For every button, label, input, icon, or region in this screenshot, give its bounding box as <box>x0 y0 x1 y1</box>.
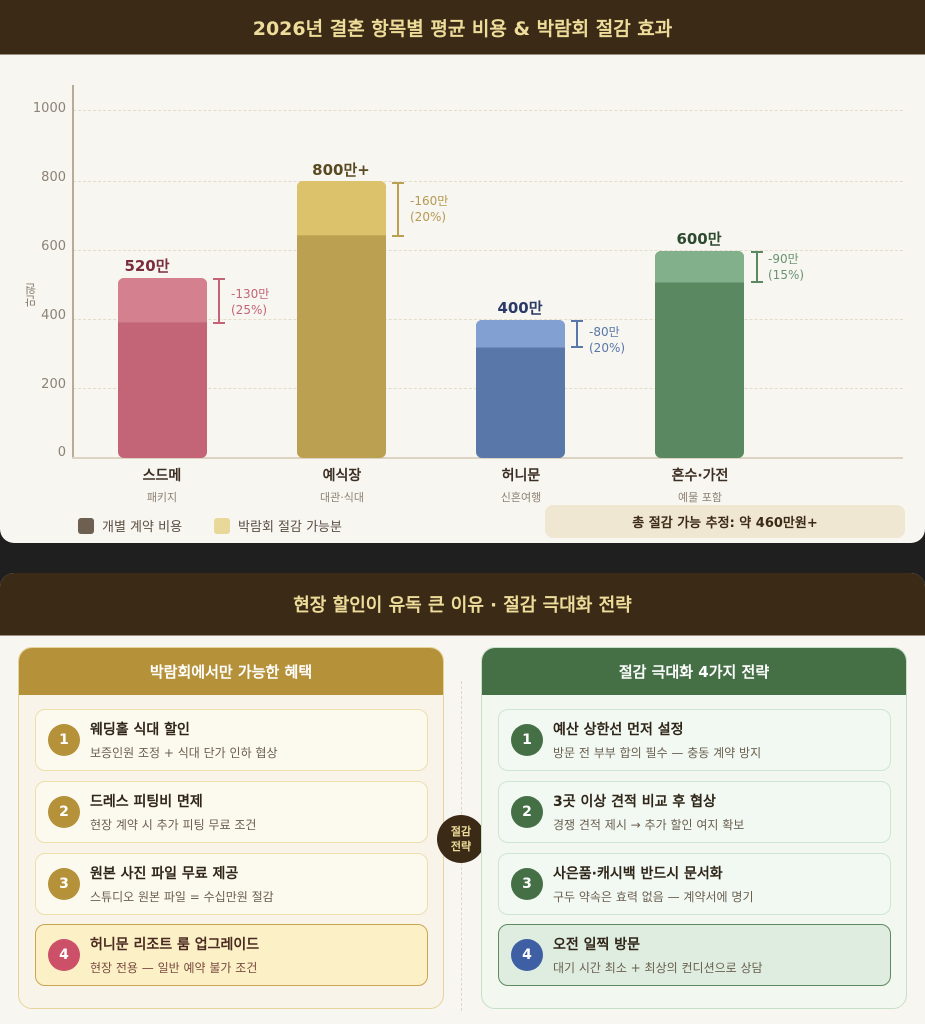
bar-savings-segment <box>118 278 207 323</box>
savings-label: -130만 (25%) <box>231 287 270 317</box>
number-badge: 3 <box>48 868 80 900</box>
bar-value-label: 600만 <box>676 230 722 248</box>
strategy-item-highlight: 4 오전 일찍 방문 대기 시간 최소 + 최상의 컨디션으로 상담 <box>498 924 891 986</box>
y-axis <box>72 85 74 458</box>
savings-label: -160만 (20%) <box>410 194 449 224</box>
strategy-item: 1 예산 상한선 먼저 설정 방문 전 부부 합의 필수 — 충동 계약 방지 <box>498 709 891 771</box>
benefits-panel: 박람회에서만 가능한 혜택 1 웨딩홀 식대 할인 보증인원 조정 + 식대 단가… <box>18 647 444 1009</box>
strategy-item: 3 사은품·캐시백 반드시 문서화 구두 약속은 효력 없음 — 계약서에 명기 <box>498 853 891 915</box>
strategy-hub-badge: 절감 전략 <box>437 815 485 863</box>
y-tick-200: 200 <box>41 377 66 392</box>
bar-value-label: 800만+ <box>312 161 370 179</box>
total-savings-badge: 총 절감 가능 추정: 약 460만원+ <box>545 505 905 538</box>
strategies-panel-title: 절감 극대화 4가지 전략 <box>482 648 906 695</box>
legend-item-individual: 개별 계약 비용 <box>78 516 182 535</box>
gridline <box>73 110 903 111</box>
legend-item-savings: 박람회 절감 가능분 <box>214 516 342 535</box>
strategy-item: 2 3곳 이상 견적 비교 후 협상 경쟁 견적 제시 → 추가 할인 여지 확보 <box>498 781 891 843</box>
savings-bracket-icon <box>213 278 225 324</box>
number-badge: 4 <box>48 939 80 971</box>
y-tick-1000: 1000 <box>32 101 66 116</box>
number-badge: 1 <box>511 724 543 756</box>
y-tick-800: 800 <box>41 170 66 185</box>
benefit-item: 2 드레스 피팅비 면제 현장 계약 시 추가 피팅 무료 조건 <box>35 781 428 843</box>
bar-honeymoon[interactable] <box>476 320 565 458</box>
chart-legend: 개별 계약 비용 박람회 절감 가능분 <box>78 516 374 535</box>
strategy-card: 현장 할인이 유독 큰 이유 · 절감 극대화 전략 박람회에서만 가능한 혜택… <box>0 573 925 1024</box>
bar-appliances[interactable] <box>655 251 744 458</box>
strategy-title: 현장 할인이 유독 큰 이유 · 절감 극대화 전략 <box>0 573 925 636</box>
number-badge: 2 <box>48 796 80 828</box>
savings-bracket-icon <box>751 251 763 283</box>
savings-bracket-icon <box>571 320 583 348</box>
category-label: 스드메 패키지 <box>142 468 182 504</box>
category-label: 허니문 신혼여행 <box>500 468 542 504</box>
bar-savings-segment <box>476 320 565 348</box>
category-label: 예식장 대관·식대 <box>320 468 364 504</box>
bar-savings-segment <box>655 251 744 283</box>
gridline <box>73 250 903 251</box>
number-badge: 1 <box>48 724 80 756</box>
chart-title: 2026년 결혼 항목별 평균 비용 & 박람회 절감 효과 <box>0 0 925 55</box>
y-tick-600: 600 <box>41 239 66 254</box>
y-tick-400: 400 <box>41 308 66 323</box>
legend-swatch <box>214 517 231 534</box>
y-axis-label: 만원 <box>24 283 38 307</box>
bar-value-label: 400만 <box>497 299 543 317</box>
benefit-item: 3 원본 사진 파일 무료 제공 스튜디오 원본 파일 = 수십만원 절감 <box>35 853 428 915</box>
savings-label: -80만 (20%) <box>589 325 626 355</box>
bar-chart: 1000 800 600 400 200 0 만원 520만 -130만 (25… <box>0 55 925 543</box>
legend-swatch <box>78 517 94 534</box>
benefit-item-highlight: 4 허니문 리조트 룸 업그레이드 현장 전용 — 일반 예약 불가 조건 <box>35 924 428 986</box>
bar-sdm[interactable] <box>118 278 207 458</box>
number-badge: 2 <box>511 796 543 828</box>
strategies-panel: 절감 극대화 4가지 전략 1 예산 상한선 먼저 설정 방문 전 부부 합의 필… <box>481 647 907 1009</box>
y-tick-0: 0 <box>57 445 66 460</box>
number-badge: 3 <box>511 868 543 900</box>
category-label: 혼수·가전 예물 포함 <box>671 468 729 504</box>
bar-savings-segment <box>297 181 386 236</box>
bar-value-label: 520만 <box>124 257 170 275</box>
bar-wedding-hall[interactable] <box>297 181 386 458</box>
number-badge: 4 <box>511 939 543 971</box>
gridline <box>73 319 903 320</box>
benefits-panel-title: 박람회에서만 가능한 혜택 <box>19 648 443 695</box>
benefit-item: 1 웨딩홀 식대 할인 보증인원 조정 + 식대 단가 인하 협상 <box>35 709 428 771</box>
savings-label: -90만 (15%) <box>768 252 805 282</box>
gridline <box>73 181 903 182</box>
chart-card: 2026년 결혼 항목별 평균 비용 & 박람회 절감 효과 1000 800 … <box>0 0 925 543</box>
savings-bracket-icon <box>392 182 404 237</box>
